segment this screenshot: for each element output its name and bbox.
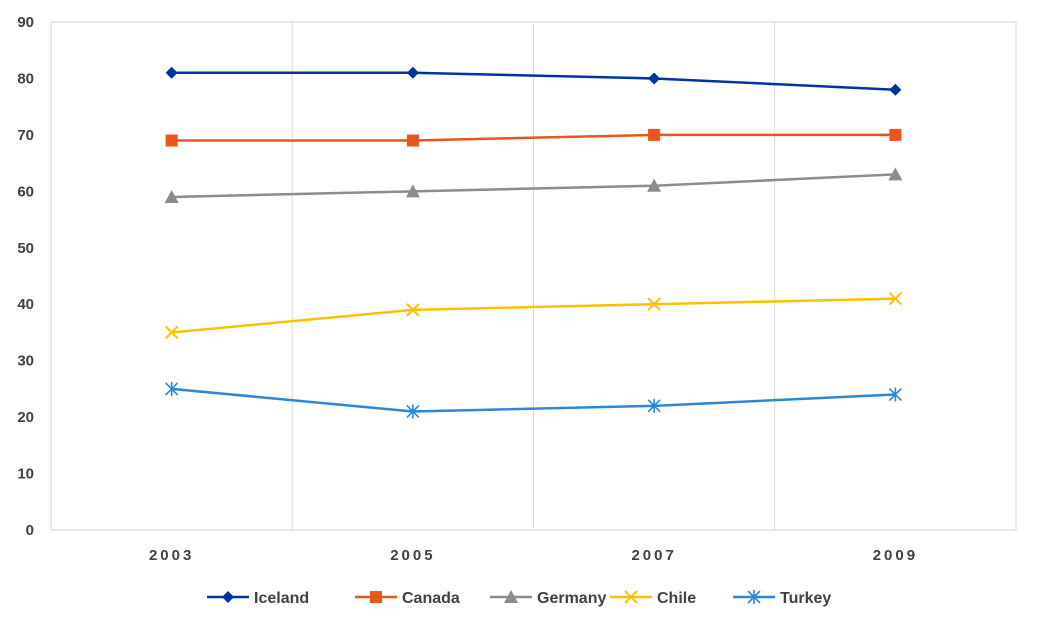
legend-label-turkey: Turkey: [780, 590, 831, 607]
legend-marker-turkey: [747, 590, 761, 604]
series-iceland: [165, 66, 902, 96]
y-axis-tick-labels: 0 10 20 30 40 50 60 70 80 90: [17, 14, 34, 539]
data-point-germany: [405, 184, 420, 198]
legend-marker-germany: [504, 590, 518, 603]
y-tick-label: 50: [17, 240, 34, 257]
legend-item-germany: Germany: [490, 590, 606, 607]
series-chile: [164, 291, 903, 340]
y-tick-label: 30: [17, 353, 34, 370]
gridlines: [291, 22, 776, 530]
series-line-germany: [171, 173, 896, 199]
x-tick-label: 2007: [631, 547, 676, 564]
data-point-chile: [888, 291, 903, 306]
legend-marker-canada: [370, 591, 382, 603]
data-point-chile: [647, 297, 661, 311]
series-line-chile: [171, 297, 896, 334]
legend-marker-chile: [624, 590, 638, 604]
y-tick-label: 40: [17, 296, 34, 313]
data-point-turkey: [406, 404, 420, 419]
data-point-germany: [164, 189, 179, 203]
data-point-canada: [648, 128, 661, 141]
data-point-canada: [165, 134, 178, 147]
legend: Iceland Canada Germany Chile Turkey: [207, 590, 831, 607]
x-axis-tick-labels: 2003 2005 2007 2009: [149, 547, 918, 564]
x-tick-label: 2003: [149, 547, 194, 564]
data-point-turkey: [647, 398, 661, 413]
y-tick-label: 80: [17, 70, 34, 87]
legend-marker-iceland: [222, 591, 234, 603]
x-tick-label: 2009: [873, 547, 918, 564]
data-point-iceland: [165, 66, 178, 79]
legend-label-canada: Canada: [402, 590, 460, 607]
legend-label-chile: Chile: [657, 590, 696, 607]
data-point-canada: [406, 134, 419, 147]
y-tick-label: 70: [17, 127, 34, 144]
data-point-iceland: [648, 72, 661, 85]
series-line-canada: [171, 133, 896, 142]
legend-item-turkey: Turkey: [733, 590, 831, 607]
series-turkey: [165, 381, 902, 419]
data-point-germany: [647, 178, 662, 192]
series-group: [164, 66, 903, 419]
series-line-turkey: [171, 387, 896, 413]
y-tick-label: 90: [17, 14, 34, 31]
data-point-chile: [406, 303, 420, 317]
series-canada: [165, 128, 902, 147]
legend-label-iceland: Iceland: [254, 590, 309, 607]
x-tick-label: 2005: [390, 547, 435, 564]
data-point-chile: [164, 325, 179, 340]
data-point-canada: [889, 128, 902, 141]
data-point-iceland: [406, 66, 419, 79]
legend-item-iceland: Iceland: [207, 590, 309, 607]
series-germany: [164, 167, 903, 203]
legend-label-germany: Germany: [537, 590, 606, 607]
y-tick-label: 20: [17, 409, 34, 426]
data-point-turkey: [888, 387, 902, 402]
legend-item-chile: Chile: [610, 590, 696, 607]
y-tick-label: 60: [17, 183, 34, 200]
data-point-germany: [888, 167, 903, 181]
y-tick-label: 10: [17, 466, 34, 483]
legend-item-canada: Canada: [355, 590, 460, 607]
series-line-iceland: [171, 71, 896, 91]
y-tick-label: 0: [26, 522, 34, 539]
data-point-turkey: [165, 381, 179, 396]
data-point-iceland: [889, 83, 902, 96]
